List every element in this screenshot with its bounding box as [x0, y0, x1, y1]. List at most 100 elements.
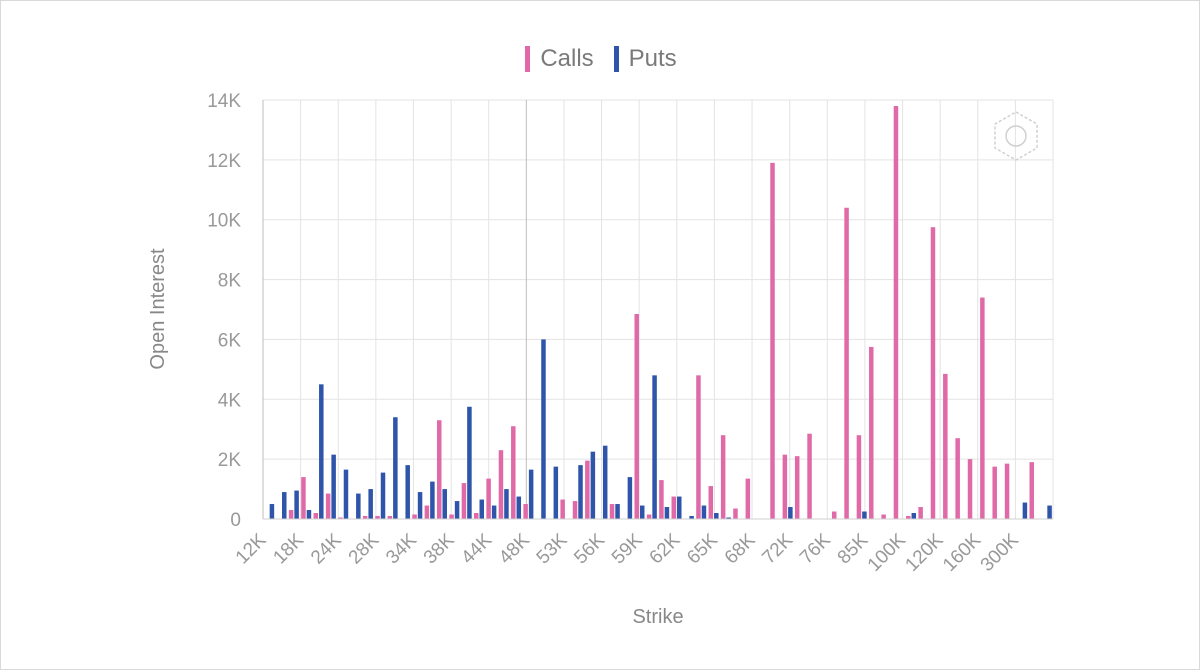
- puts-bar[interactable]: [788, 507, 793, 519]
- calls-bar[interactable]: [461, 483, 467, 519]
- puts-bar[interactable]: [430, 481, 435, 519]
- calls-bar[interactable]: [992, 466, 997, 519]
- calls-bar[interactable]: [511, 426, 516, 519]
- calls-bar[interactable]: [943, 373, 948, 519]
- calls-bar[interactable]: [659, 480, 664, 519]
- puts-bar[interactable]: [479, 499, 485, 519]
- calls-bar[interactable]: [301, 477, 306, 519]
- calls-bar[interactable]: [831, 511, 837, 519]
- puts-bar[interactable]: [269, 504, 275, 519]
- calls-bar[interactable]: [560, 499, 565, 519]
- puts-bar[interactable]: [677, 496, 682, 519]
- puts-bar[interactable]: [726, 517, 731, 519]
- puts-bar[interactable]: [380, 472, 386, 519]
- puts-bar[interactable]: [343, 469, 349, 519]
- puts-bar[interactable]: [504, 489, 509, 519]
- calls-bar[interactable]: [498, 450, 504, 519]
- calls-bar[interactable]: [1004, 463, 1010, 519]
- puts-bar[interactable]: [356, 493, 361, 519]
- puts-bar[interactable]: [541, 339, 546, 519]
- puts-bar[interactable]: [602, 445, 608, 519]
- calls-bar[interactable]: [585, 460, 590, 519]
- puts-bar[interactable]: [491, 505, 497, 519]
- calls-bar[interactable]: [733, 508, 738, 519]
- puts-bar[interactable]: [294, 490, 299, 519]
- calls-bar[interactable]: [523, 504, 528, 519]
- calls-bar[interactable]: [486, 478, 491, 519]
- calls-bar[interactable]: [387, 516, 393, 519]
- puts-bar[interactable]: [516, 496, 522, 519]
- calls-bar[interactable]: [980, 297, 985, 519]
- puts-bar[interactable]: [553, 466, 559, 519]
- puts-bar[interactable]: [714, 513, 719, 519]
- legend-item-calls[interactable]: Calls: [525, 45, 594, 73]
- calls-bar[interactable]: [918, 507, 923, 519]
- puts-bar[interactable]: [590, 451, 596, 519]
- calls-bar[interactable]: [449, 514, 454, 519]
- puts-bar[interactable]: [627, 477, 633, 519]
- calls-bar[interactable]: [1029, 462, 1034, 519]
- calls-bar[interactable]: [807, 433, 812, 519]
- calls-bar[interactable]: [794, 456, 800, 519]
- calls-bar[interactable]: [375, 516, 380, 519]
- puts-bar[interactable]: [615, 504, 620, 519]
- calls-bar[interactable]: [436, 420, 442, 519]
- x-tick-label: 72K: [758, 529, 797, 568]
- calls-bar[interactable]: [325, 493, 331, 519]
- puts-bar[interactable]: [405, 465, 410, 519]
- calls-bar[interactable]: [634, 313, 639, 519]
- calls-bar[interactable]: [906, 516, 911, 519]
- calls-bar[interactable]: [708, 486, 714, 519]
- legend-swatch-puts: [613, 46, 619, 72]
- calls-bar[interactable]: [646, 514, 652, 519]
- calls-bar[interactable]: [362, 516, 368, 519]
- calls-bar[interactable]: [609, 504, 615, 519]
- puts-bar[interactable]: [393, 417, 398, 519]
- puts-bar[interactable]: [306, 510, 312, 519]
- calls-bar[interactable]: [930, 227, 936, 520]
- calls-bar[interactable]: [572, 501, 578, 519]
- puts-bar[interactable]: [319, 384, 324, 519]
- calls-bar[interactable]: [474, 513, 479, 519]
- puts-bar[interactable]: [911, 513, 917, 519]
- y-tick-label: 10K: [207, 211, 241, 232]
- calls-bar[interactable]: [412, 514, 417, 519]
- puts-bar[interactable]: [528, 469, 534, 519]
- calls-bar[interactable]: [955, 438, 960, 519]
- calls-bar[interactable]: [313, 513, 319, 519]
- puts-bar[interactable]: [331, 454, 336, 519]
- calls-bar[interactable]: [671, 496, 677, 519]
- calls-bar[interactable]: [696, 375, 701, 519]
- puts-bar[interactable]: [862, 511, 867, 519]
- calls-bar[interactable]: [893, 105, 899, 519]
- calls-bar[interactable]: [856, 435, 862, 519]
- calls-bar[interactable]: [424, 505, 430, 519]
- puts-bar[interactable]: [1047, 505, 1052, 519]
- puts-bar[interactable]: [664, 507, 670, 519]
- puts-bar[interactable]: [417, 492, 423, 519]
- puts-bar[interactable]: [282, 492, 287, 519]
- puts-bar[interactable]: [454, 501, 460, 519]
- calls-bar[interactable]: [967, 459, 973, 519]
- calls-bar[interactable]: [881, 514, 886, 519]
- calls-bar[interactable]: [844, 207, 849, 519]
- calls-bar[interactable]: [782, 454, 788, 519]
- puts-bar[interactable]: [701, 505, 707, 519]
- calls-bar[interactable]: [720, 435, 726, 519]
- puts-bar[interactable]: [578, 465, 583, 519]
- y-tick-label: 0: [230, 510, 241, 531]
- calls-bar[interactable]: [869, 346, 874, 519]
- puts-bar[interactable]: [368, 489, 373, 519]
- calls-bar[interactable]: [338, 517, 343, 519]
- puts-bar[interactable]: [689, 516, 694, 519]
- puts-bar[interactable]: [467, 406, 472, 519]
- calls-bar[interactable]: [745, 478, 751, 519]
- puts-bar[interactable]: [442, 489, 447, 519]
- legend-item-puts[interactable]: Puts: [613, 45, 677, 73]
- puts-bar[interactable]: [639, 505, 645, 519]
- calls-bar[interactable]: [770, 162, 775, 519]
- puts-bar[interactable]: [652, 375, 657, 519]
- puts-bar[interactable]: [1022, 502, 1028, 519]
- calls-bar[interactable]: [288, 510, 294, 519]
